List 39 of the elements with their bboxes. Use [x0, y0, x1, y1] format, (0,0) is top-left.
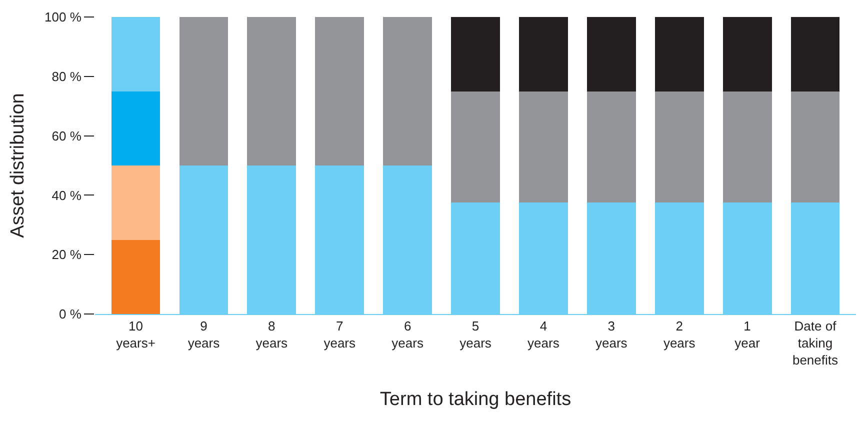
x-tick-label: 6 years [392, 318, 424, 350]
bar [654, 91, 704, 203]
y-tick-label: 20 % [52, 247, 82, 262]
x-tick-label: 3 years [595, 318, 628, 350]
x-tick-label: 7 years [324, 318, 356, 350]
x-tick-label: 10 years+ [116, 318, 156, 350]
bar [722, 91, 772, 203]
bar [518, 91, 568, 203]
x-tick-label: 9 years [188, 318, 220, 350]
x-tick-label: 8 years [256, 318, 288, 350]
x-tick-label: 1 year [734, 318, 761, 350]
x-axis-title: Term to taking benefits [380, 389, 572, 410]
bar [315, 17, 364, 166]
bar [179, 17, 228, 166]
y-tick-label: 100 % [44, 10, 82, 25]
bar [790, 17, 840, 92]
bar [383, 17, 432, 166]
bar [247, 17, 296, 166]
bar [111, 166, 160, 240]
bar [586, 91, 636, 203]
bar [518, 17, 568, 92]
bar [451, 91, 500, 203]
y-tick-label: 60 % [52, 128, 82, 144]
bar [111, 17, 160, 92]
bar [111, 240, 160, 314]
x-tick-label: Date of taking benefits [792, 318, 838, 368]
bar [722, 17, 772, 92]
y-tick-label: 40 % [52, 188, 82, 203]
y-tick-label: 80 % [52, 68, 82, 84]
y-tick-label: 0 % [58, 306, 82, 322]
y-axis-title: Asset distribution [7, 93, 28, 238]
x-tick-label: 5 years [460, 318, 492, 350]
x-tick-label: 4 years [528, 318, 560, 350]
bar [654, 17, 704, 92]
bar [586, 17, 636, 92]
x-tick-label: 2 years [663, 318, 696, 350]
bar [451, 17, 500, 92]
bar [790, 91, 840, 203]
bar [111, 91, 160, 166]
